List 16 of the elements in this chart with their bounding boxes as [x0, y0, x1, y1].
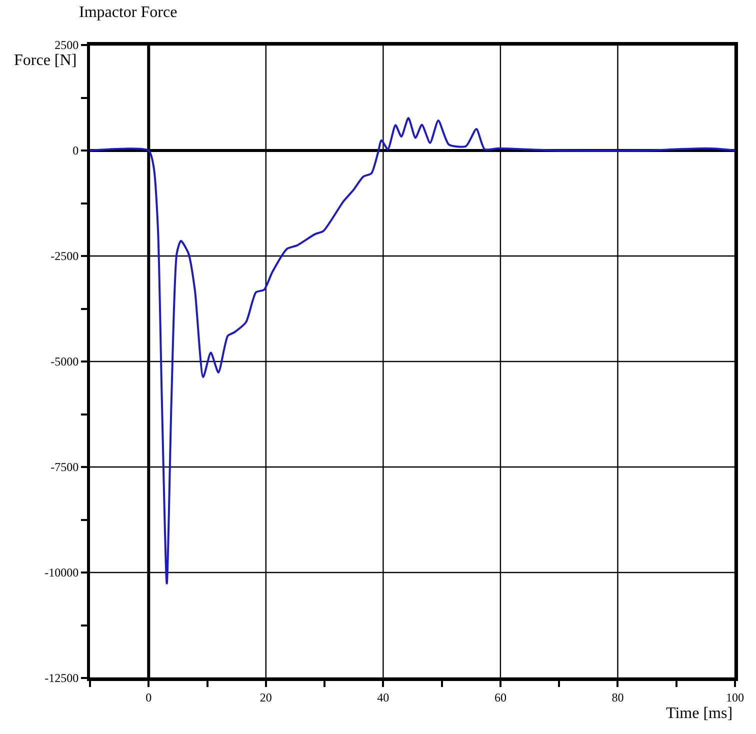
x-axis-title: Time [ms]: [666, 705, 733, 722]
y-tick-label: -10000: [44, 566, 79, 580]
y-tick-label: -2500: [50, 249, 79, 264]
chart-title: Impactor Force: [79, 4, 178, 21]
y-tick-label: -5000: [50, 354, 79, 369]
y-tick-label: 0: [72, 144, 79, 158]
x-tick-label: 60: [494, 690, 506, 704]
y-axis-title: Force [N]: [14, 52, 77, 69]
y-tick-label: -12500: [44, 671, 79, 686]
y-tick-label: 2500: [54, 38, 79, 52]
x-tick-label: 80: [612, 690, 624, 704]
y-tick-label: -7500: [50, 460, 79, 474]
x-tick-label: 0: [146, 690, 152, 704]
x-tick-label: 40: [377, 690, 390, 704]
x-tick-label: 100: [726, 690, 744, 704]
x-tick-label: 20: [260, 690, 272, 704]
